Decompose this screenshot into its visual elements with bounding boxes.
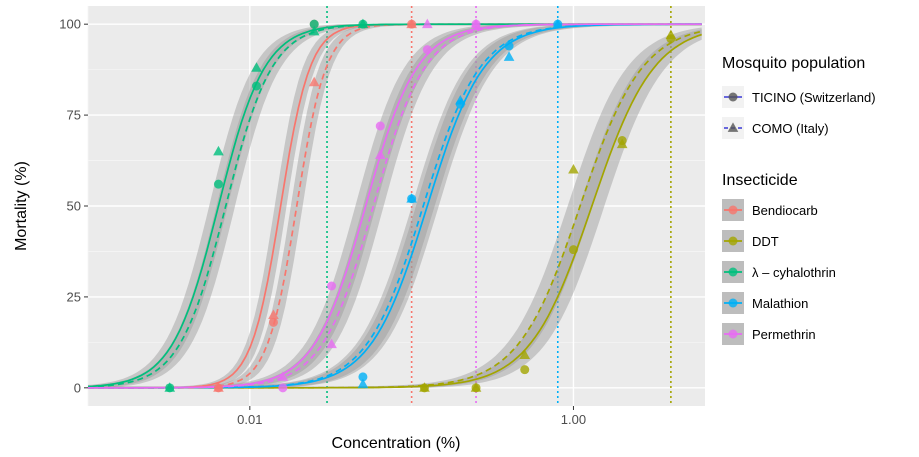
ribbon-lambda-como [88,24,702,388]
point-lambda-como [164,382,176,392]
point-malathion-ticino [504,41,514,51]
legend-key-circle-icon [728,205,738,215]
legend-label-malathion: Malathion [752,296,808,311]
point-lambda-ticino [309,19,319,29]
y-tick-label: 75 [67,108,81,123]
legend-key-circle-icon [728,236,738,246]
ribbon-malathion-ticino [88,24,702,388]
legend-label-como: COMO (Italy) [752,121,829,136]
point-permethrin-ticino [422,45,432,55]
point-malathion-como [552,18,564,29]
point-lambda-como [308,25,320,36]
y-tick-label: 50 [67,199,81,214]
point-permethrin-como [374,149,386,160]
ribbon-ddt-como [88,27,702,388]
point-malathion-como [406,193,417,203]
legend-key-circle-icon [728,267,738,277]
point-permethrin-ticino [278,383,288,393]
x-tick-label: 0.01 [237,412,262,427]
legend-insecticide-entries: Bendiocarb DDT λ – cyhalothrin Malathion Per… [722,199,836,345]
y-axis-title: Mortality (%) [13,161,30,251]
point-bendiocarb-como [268,309,279,320]
point-lambda-como [357,18,369,29]
point-permethrin-como [470,18,482,29]
point-permethrin-como [421,18,433,29]
point-bendiocarb-como [406,18,417,29]
legend-key-circle-icon [728,329,738,339]
point-permethrin-ticino [327,281,337,291]
ribbon-lambda-ticino [88,24,702,388]
point-ddt-como [616,138,628,149]
legend-label-ticino: TICINO (Switzerland) [752,90,876,105]
point-lambda-como [251,62,262,72]
point-ddt-como [568,164,579,174]
point-bendiocarb-como [213,382,224,392]
x-tick-label: 1.00 [561,412,586,427]
point-malathion-ticino [358,372,368,382]
y-tick-label: 100 [59,17,81,32]
y-tick-label: 0 [74,380,81,395]
point-ddt-como [419,382,430,392]
point-permethrin-como [326,338,337,349]
ribbon-ddt-ticino [88,29,702,388]
point-lambda-como [213,145,224,156]
point-bendiocarb-como [308,76,320,87]
y-axis: 0 25 50 75 100 [59,17,88,395]
ribbon-permethrin-ticino [88,24,702,388]
point-ddt-como [519,349,531,360]
y-tick-label: 25 [67,289,81,304]
ribbon-malathion-como [88,24,702,388]
observed-points [164,18,677,393]
legend-population-entries: TICINO (Switzerland) COMO (Italy) [722,86,876,139]
legend-label-lambda: λ – cyhalothrin [752,265,836,280]
point-lambda-ticino [213,179,223,189]
point-malathion-como [357,378,369,389]
point-ddt-como [665,29,677,40]
point-bendiocarb-ticino [268,317,278,327]
legend-label-ddt: DDT [752,234,779,249]
x-axis-title: Concentration (%) [332,435,461,452]
legend-label-permethrin: Permethrin [752,327,816,342]
legend: Mosquito population TICINO (Switzerland)… [722,55,876,345]
curve-permethrin-como [88,23,702,389]
point-ddt-ticino [520,365,530,375]
point-lambda-ticino [252,81,262,91]
point-malathion-como [503,51,515,61]
x-axis: 0.01 1.00 [237,406,586,427]
legend-title-population: Mosquito population [722,55,865,72]
point-ddt-ticino [568,245,578,255]
legend-key-circle-icon [728,92,738,102]
legend-label-bendiocarb: Bendiocarb [752,203,818,218]
point-permethrin-como [277,371,289,381]
point-permethrin-ticino [375,121,385,131]
point-ddt-como [470,382,482,392]
legend-title-insecticide: Insecticide [722,172,798,189]
point-malathion-como [455,94,466,105]
fitted-curves [87,23,702,389]
legend-key-circle-icon [728,298,738,308]
confidence-ribbons [88,24,702,388]
legend-key-triangle-icon [727,122,739,132]
